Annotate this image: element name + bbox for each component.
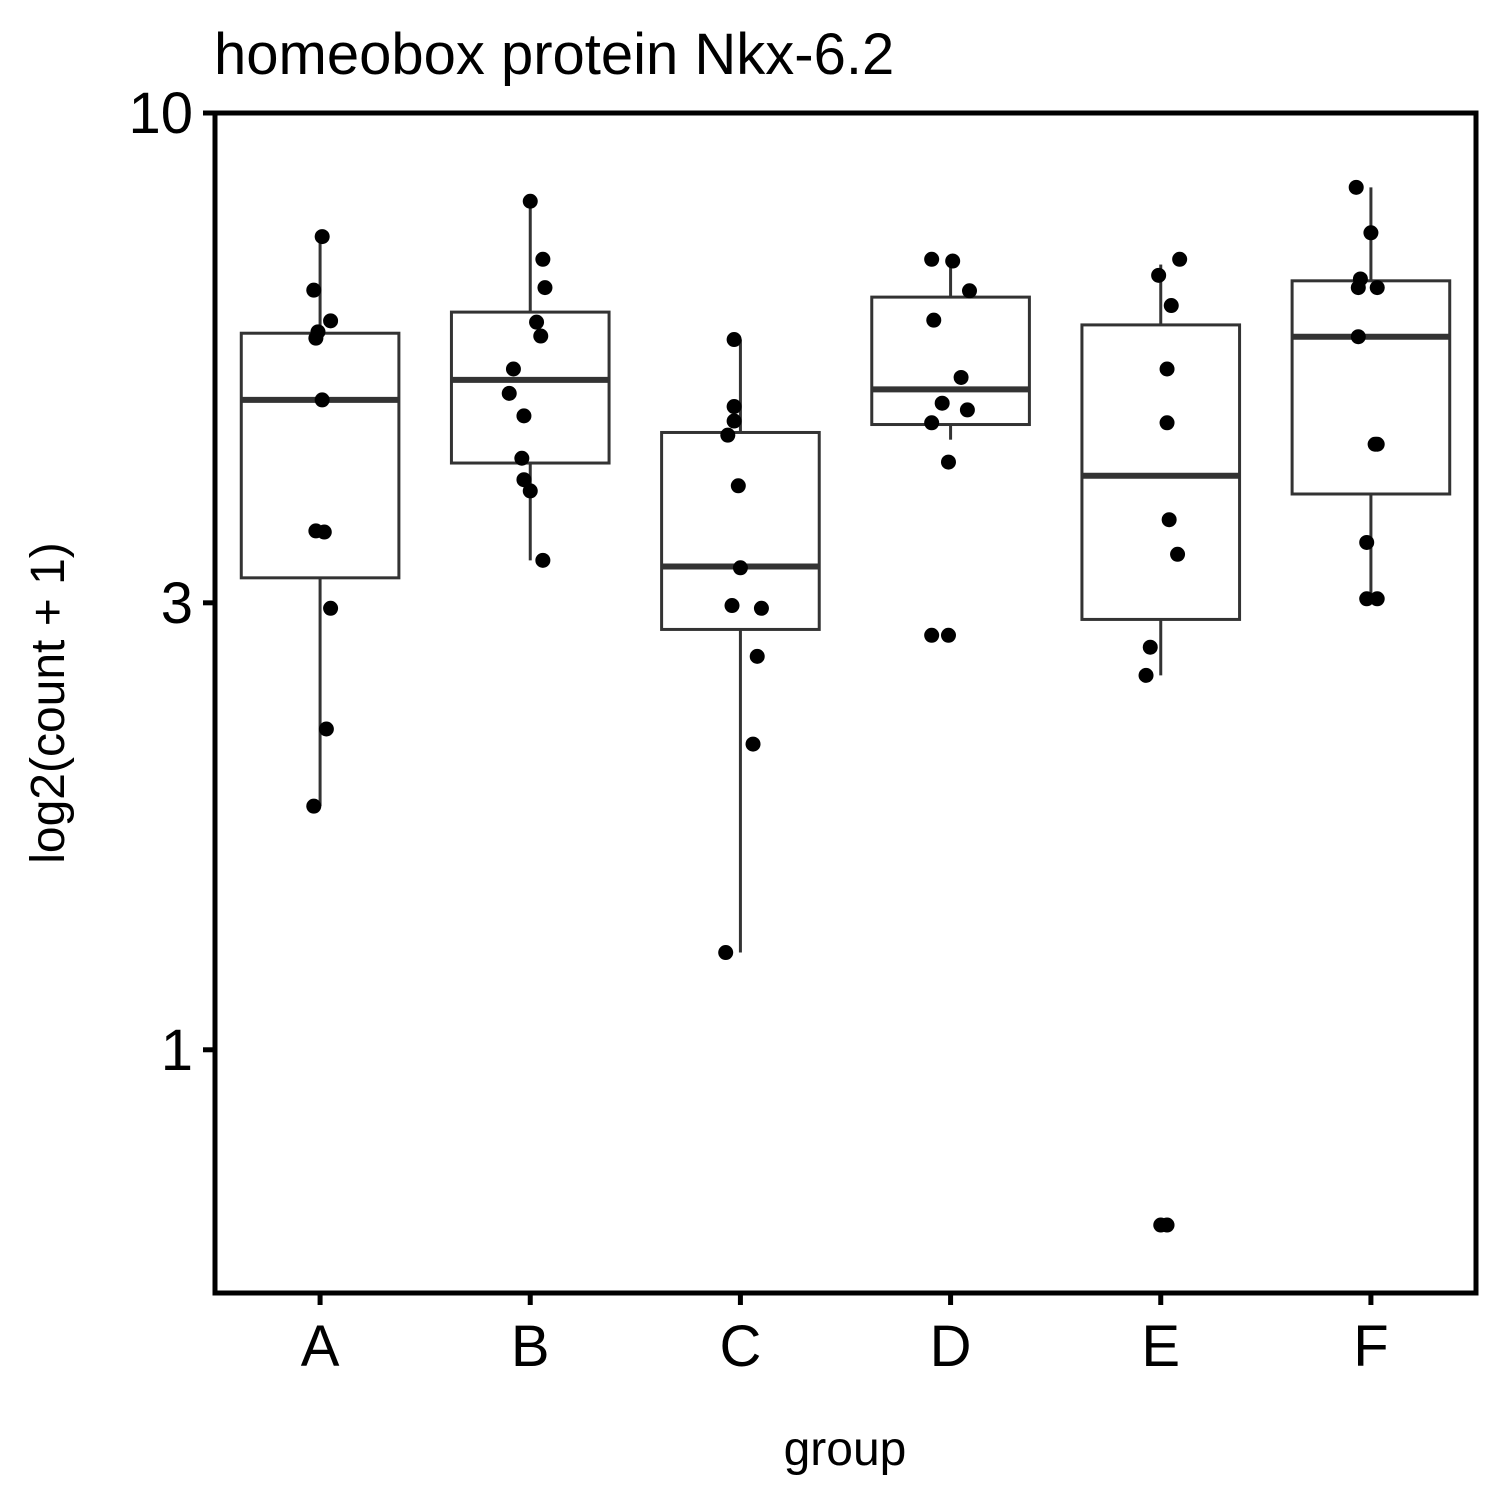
data-point bbox=[1359, 534, 1375, 550]
data-point bbox=[522, 193, 538, 209]
data-point bbox=[505, 361, 521, 377]
data-point bbox=[516, 472, 532, 488]
data-point bbox=[514, 450, 530, 466]
x-axis: A B C D E F bbox=[301, 1293, 1389, 1379]
data-point bbox=[1363, 225, 1379, 241]
data-point bbox=[533, 328, 549, 344]
data-point bbox=[1161, 512, 1177, 528]
x-tick-label: A bbox=[301, 1314, 340, 1379]
data-point bbox=[314, 392, 330, 408]
data-point bbox=[961, 283, 977, 299]
boxes-layer bbox=[239, 187, 1452, 953]
x-tick-label: E bbox=[1141, 1314, 1180, 1379]
data-point bbox=[1369, 280, 1385, 296]
data-point bbox=[926, 312, 942, 328]
box-group-A bbox=[239, 236, 401, 807]
data-point bbox=[730, 478, 746, 494]
x-tick-label: B bbox=[511, 1314, 550, 1379]
data-point bbox=[306, 282, 322, 298]
data-point bbox=[726, 413, 742, 429]
data-point bbox=[1369, 436, 1385, 452]
data-point bbox=[537, 280, 553, 296]
data-point bbox=[1359, 591, 1375, 607]
data-point bbox=[720, 427, 736, 443]
data-point bbox=[1369, 591, 1385, 607]
y-tick-label: 10 bbox=[128, 81, 193, 146]
data-point bbox=[924, 415, 940, 431]
box-iqr bbox=[239, 331, 401, 580]
data-point bbox=[1350, 280, 1366, 296]
data-point bbox=[924, 251, 940, 267]
data-point bbox=[945, 253, 961, 269]
y-axis-title: log2(count + 1) bbox=[22, 542, 75, 864]
chart-title: homeobox protein Nkx-6.2 bbox=[214, 22, 894, 87]
data-point bbox=[732, 560, 748, 576]
data-point bbox=[940, 454, 956, 470]
data-point bbox=[1151, 267, 1167, 283]
data-point bbox=[1159, 1217, 1175, 1233]
data-point bbox=[1170, 546, 1186, 562]
box-iqr bbox=[660, 430, 821, 631]
data-point bbox=[749, 648, 765, 664]
data-point bbox=[953, 369, 969, 385]
data-point bbox=[924, 627, 940, 643]
points-layer bbox=[306, 179, 1385, 1233]
data-point bbox=[959, 402, 975, 418]
data-point bbox=[501, 385, 517, 401]
data-point bbox=[1159, 415, 1175, 431]
box-group-B bbox=[449, 201, 611, 561]
data-point bbox=[718, 945, 734, 961]
data-point bbox=[724, 598, 740, 614]
plot-panel-border bbox=[212, 110, 1479, 1296]
data-point bbox=[726, 332, 742, 348]
data-point bbox=[753, 600, 769, 616]
data-point bbox=[535, 251, 551, 267]
data-point bbox=[1350, 329, 1366, 345]
y-tick-label: 1 bbox=[161, 1018, 193, 1083]
data-point bbox=[308, 330, 324, 346]
data-point bbox=[535, 552, 551, 568]
box-group-E bbox=[1080, 264, 1242, 676]
x-tick-label: C bbox=[719, 1314, 761, 1379]
data-point bbox=[745, 736, 761, 752]
data-point bbox=[1138, 667, 1154, 683]
data-point bbox=[1159, 361, 1175, 377]
box-iqr bbox=[449, 310, 611, 465]
box-group-D bbox=[870, 264, 1031, 440]
box-group-C bbox=[660, 339, 821, 953]
box-iqr bbox=[1080, 323, 1242, 621]
data-point bbox=[1163, 298, 1179, 314]
data-point bbox=[516, 408, 532, 424]
data-point bbox=[940, 627, 956, 643]
data-point bbox=[1172, 251, 1188, 267]
x-tick-label: F bbox=[1353, 1314, 1388, 1379]
data-point bbox=[323, 313, 339, 329]
box-iqr bbox=[870, 295, 1031, 427]
data-point bbox=[1142, 639, 1158, 655]
data-point bbox=[306, 798, 322, 814]
x-axis-title: group bbox=[784, 1423, 907, 1476]
x-tick-label: D bbox=[930, 1314, 972, 1379]
data-point bbox=[318, 721, 334, 737]
data-point bbox=[726, 399, 742, 415]
data-point bbox=[323, 600, 339, 616]
data-point bbox=[314, 229, 330, 245]
y-axis: 1 3 10 bbox=[128, 81, 215, 1083]
data-point bbox=[316, 524, 332, 540]
box-iqr bbox=[1290, 279, 1452, 496]
y-tick-label: 3 bbox=[161, 571, 193, 636]
data-point bbox=[522, 483, 538, 499]
box-group-F bbox=[1290, 187, 1452, 599]
data-point bbox=[1348, 179, 1364, 195]
data-point bbox=[934, 395, 950, 411]
data-point bbox=[529, 314, 545, 330]
